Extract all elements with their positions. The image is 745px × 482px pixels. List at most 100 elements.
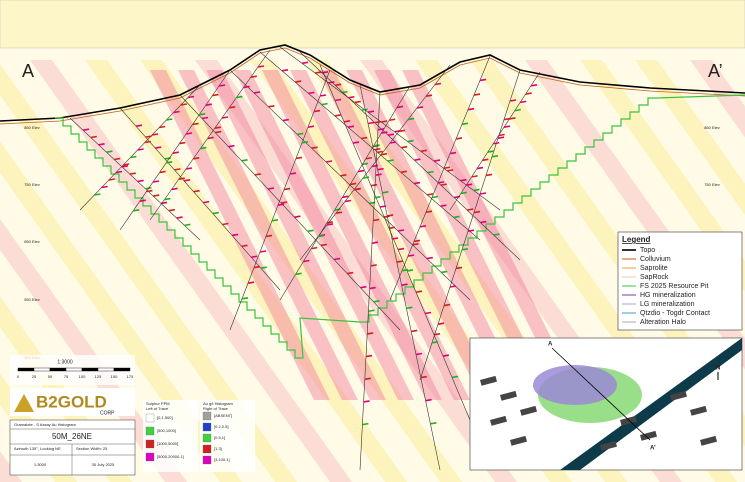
assay-tick — [218, 84, 226, 87]
assay-tick — [294, 215, 301, 218]
assay-tick — [271, 219, 279, 222]
elevation-label: 750 Elev — [704, 182, 720, 187]
date: 30 July 2025 — [92, 462, 115, 467]
assay-tick — [135, 124, 143, 127]
assay-tick — [173, 110, 180, 114]
assay-tick — [176, 216, 183, 219]
assay-tick — [371, 241, 379, 244]
assay-tick — [179, 141, 186, 145]
assay-tick — [301, 61, 309, 65]
title-block: Gramalote - S Assay Au Histogram 50M_26N… — [9, 419, 136, 476]
assay-tick — [307, 229, 314, 233]
assay-tick — [289, 172, 297, 175]
assay-tick — [166, 161, 173, 164]
legend-label: LG mineralization — [640, 301, 695, 308]
assay-tick — [325, 160, 333, 163]
scale-segment — [113, 367, 131, 372]
assay-tick — [152, 180, 160, 183]
assay-tick — [453, 215, 460, 219]
assay-tick — [205, 103, 212, 106]
assay-tick — [363, 400, 370, 403]
inset-block — [489, 415, 508, 426]
assay-tick — [342, 195, 349, 199]
assay-tick — [509, 117, 516, 120]
assay-tick — [509, 99, 517, 102]
drill-hole — [419, 69, 521, 381]
assay-tick — [367, 332, 374, 335]
assay-tick — [362, 176, 370, 179]
drill-hole — [229, 69, 331, 331]
assay-tick — [144, 140, 151, 144]
assay-tick — [101, 185, 108, 189]
au-title: Au g/t Histogram — [203, 401, 233, 406]
assay-tick — [193, 157, 200, 160]
logo-sub: CORP — [100, 410, 115, 416]
assay-tick — [159, 125, 166, 129]
scale-bar: 1:3000 0 25 50 75 100 125 150 175 — [10, 355, 135, 385]
sulphur-title: Sulphur PPM — [146, 401, 170, 406]
logo-mark — [14, 394, 34, 412]
assay-tick — [133, 209, 140, 212]
assay-tick — [90, 135, 97, 139]
assay-tick — [431, 341, 439, 344]
assay-tick — [207, 136, 214, 140]
assay-tick — [214, 126, 221, 129]
assay-tick — [525, 92, 532, 95]
assay-tick — [171, 187, 178, 191]
legend-box — [617, 231, 743, 331]
scale-label: 25 — [32, 374, 37, 379]
drill-hole — [359, 84, 441, 471]
assay-tick — [295, 80, 302, 83]
assay-tick — [374, 147, 381, 151]
assay-tick — [222, 222, 229, 226]
sulphur-swatch — [145, 413, 155, 423]
assay-tick — [375, 173, 382, 176]
assay-tick — [361, 162, 369, 166]
legend-label: Colluvium — [640, 256, 671, 263]
inset-end: A’ — [650, 446, 656, 452]
project: Gramalote - S Assay Au Histogram — [14, 422, 76, 427]
assay-tick — [193, 189, 200, 193]
hg-zone — [346, 70, 526, 400]
assay-tick — [174, 168, 181, 171]
band — [195, 60, 517, 482]
scale-label: 50 — [48, 374, 53, 379]
drill-hole — [149, 49, 271, 221]
hg-zone — [318, 70, 498, 400]
sulphur-label: [0,1,500] — [157, 415, 173, 420]
assay-tick — [350, 182, 357, 186]
elevation-label: 650 Elev — [24, 239, 40, 244]
assay-tick — [311, 246, 318, 250]
assay-tick — [321, 102, 328, 106]
assay-tick — [281, 69, 289, 72]
assay-tick — [503, 117, 511, 121]
assay-tick — [396, 260, 403, 263]
assay-tick — [364, 377, 371, 381]
assay-tick — [437, 181, 445, 184]
scale-segment — [33, 367, 51, 372]
elevation-label: 850 Elev — [24, 125, 40, 130]
assay-tick — [467, 107, 475, 111]
hg-zone — [290, 70, 470, 400]
assay-tick — [344, 199, 352, 203]
assay-tick — [221, 116, 229, 119]
assay-tick — [374, 120, 381, 124]
assay-tick — [253, 91, 261, 94]
assay-tick — [231, 233, 239, 237]
assay-tick — [401, 283, 408, 286]
assay-tick — [301, 141, 309, 144]
assay-tick — [467, 229, 475, 232]
drill-hole — [79, 84, 201, 211]
assay-tick — [178, 177, 185, 180]
legend-label: SapRock — [640, 274, 669, 281]
assay-tick — [159, 170, 166, 174]
legend-label: HG mineralization — [640, 292, 696, 299]
assay-tick — [440, 183, 447, 186]
inset-block — [509, 435, 528, 446]
scale-label: 75 — [64, 374, 69, 379]
inset-block — [479, 375, 498, 386]
assay-tick — [460, 191, 467, 195]
assay-tick — [493, 233, 500, 236]
scale-label: 100 — [79, 374, 86, 379]
assay-tick — [247, 281, 255, 284]
